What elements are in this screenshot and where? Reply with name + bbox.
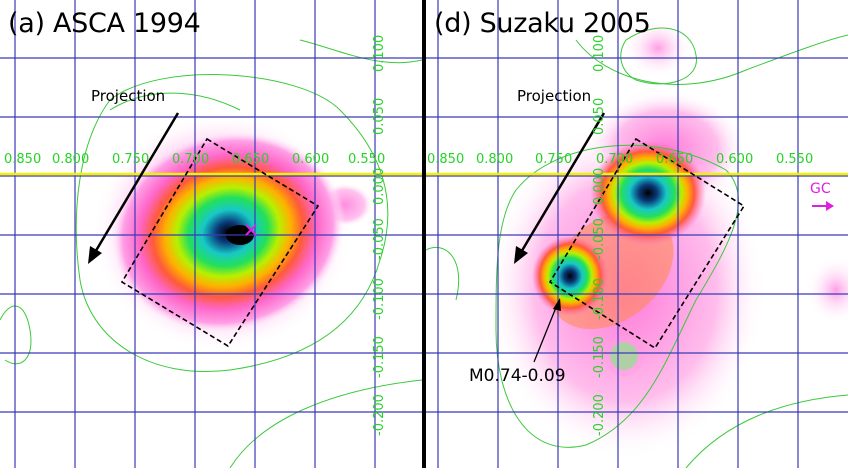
x-tick-label: 0.750 bbox=[535, 152, 573, 167]
projection-box bbox=[548, 137, 746, 350]
projection-arrow bbox=[88, 112, 180, 264]
y-tick-label: -0.050 bbox=[372, 218, 387, 260]
coordinate-grid bbox=[426, 0, 848, 468]
x-tick-label: 0.600 bbox=[292, 152, 330, 167]
y-tick-label: 0.100 bbox=[592, 34, 607, 72]
y-tick-label: -0.100 bbox=[372, 278, 387, 320]
gc-arrow-icon bbox=[812, 201, 834, 211]
panel-d-image bbox=[426, 0, 848, 468]
emission-source-2 bbox=[532, 236, 608, 316]
x-tick-label: 0.850 bbox=[427, 152, 465, 167]
x-tick-label: 0.550 bbox=[348, 152, 386, 167]
x-tick-label: 0.850 bbox=[4, 152, 42, 167]
source-pointer-arrow bbox=[533, 298, 561, 363]
emission-blob-east bbox=[806, 256, 848, 324]
x-tick-label: 0.800 bbox=[476, 152, 514, 167]
y-tick-label: 0.000 bbox=[592, 167, 607, 205]
x-tick-label: 0.600 bbox=[716, 152, 754, 167]
y-tick-label: 0.000 bbox=[372, 167, 387, 205]
y-tick-label: 0.050 bbox=[372, 97, 387, 135]
projection-label: Projection bbox=[517, 87, 592, 105]
y-tick-label: 0.100 bbox=[372, 34, 387, 72]
y-tick-label: -0.150 bbox=[372, 336, 387, 378]
x-tick-label: 0.800 bbox=[52, 152, 90, 167]
emission-source-3 bbox=[610, 342, 638, 370]
y-tick-label: -0.200 bbox=[592, 394, 607, 436]
x-tick-label: 0.700 bbox=[172, 152, 210, 167]
peak-marker bbox=[245, 224, 257, 236]
gc-label: GC bbox=[810, 181, 831, 197]
coordinate-grid bbox=[0, 0, 422, 468]
panel-title: (d) Suzaku 2005 bbox=[434, 8, 651, 39]
x-tick-label: 0.700 bbox=[596, 152, 634, 167]
x-tick-label: 0.550 bbox=[776, 152, 814, 167]
y-tick-label: 0.050 bbox=[592, 97, 607, 135]
emission-blob-top bbox=[624, 18, 692, 78]
projection-label: Projection bbox=[91, 87, 166, 105]
projection-box bbox=[120, 137, 320, 348]
panel-divider bbox=[422, 0, 426, 468]
y-tick-label: -0.050 bbox=[592, 218, 607, 260]
x-tick-label: 0.750 bbox=[112, 152, 150, 167]
x-tick-label: 0.650 bbox=[656, 152, 694, 167]
panel-a-image bbox=[0, 0, 422, 468]
panel-asca-1994: (a) ASCA 1994 0.850 0.800 0.750 0.700 0.… bbox=[0, 0, 422, 468]
panel-suzaku-2005: (d) Suzaku 2005 0.850 0.800 0.750 0.700 … bbox=[426, 0, 848, 468]
y-tick-label: -0.200 bbox=[372, 394, 387, 436]
projection-arrow bbox=[514, 112, 606, 264]
y-tick-label: -0.150 bbox=[592, 336, 607, 378]
contour-lines bbox=[426, 27, 848, 468]
panel-title: (a) ASCA 1994 bbox=[8, 8, 201, 39]
y-tick-label: -0.100 bbox=[592, 278, 607, 320]
x-tick-label: 0.650 bbox=[232, 152, 270, 167]
source-label: M0.74-0.09 bbox=[469, 366, 566, 386]
